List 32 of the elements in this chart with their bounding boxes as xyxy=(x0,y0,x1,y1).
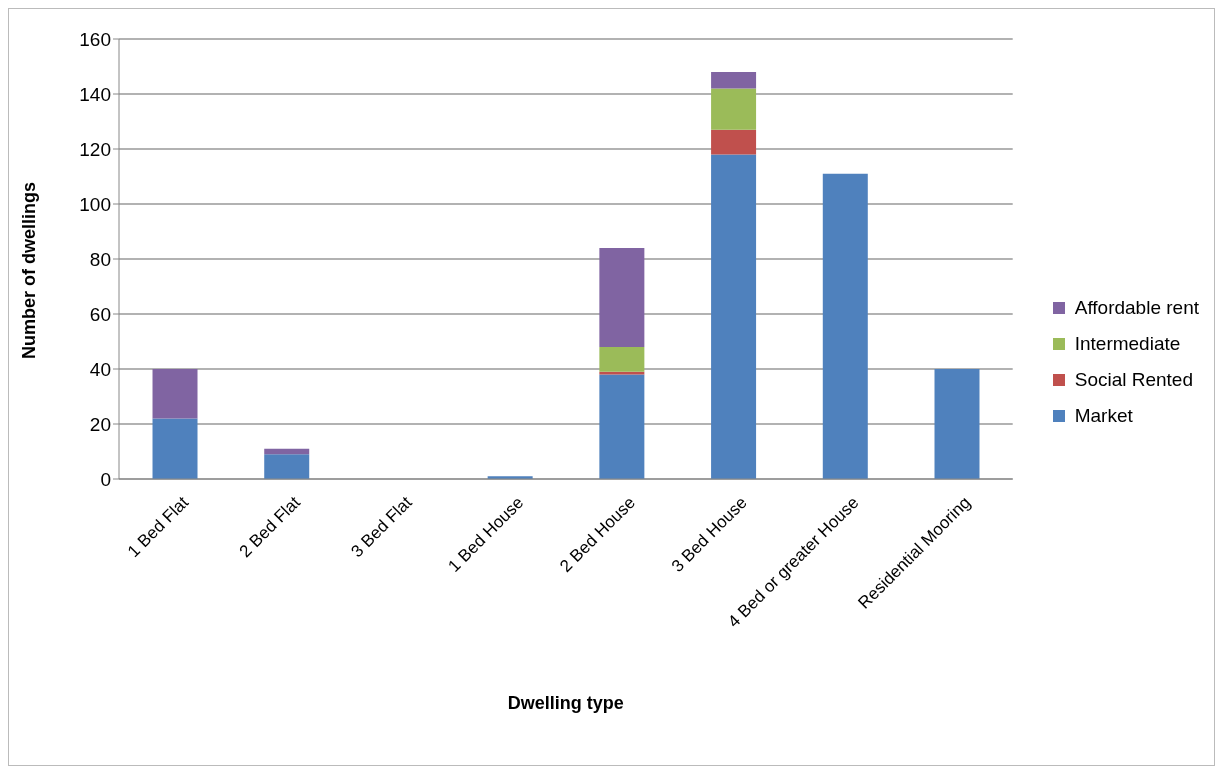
legend-label: Affordable rent xyxy=(1074,297,1199,319)
y-tick-label: 100 xyxy=(79,193,111,215)
bar xyxy=(711,129,757,155)
x-tick-label: 3 Bed Flat xyxy=(347,492,416,562)
bar xyxy=(711,72,757,89)
bar xyxy=(599,248,645,347)
bar xyxy=(599,347,645,372)
bar xyxy=(152,369,198,419)
bar xyxy=(822,173,868,479)
bar xyxy=(152,418,198,479)
y-tick-label: 60 xyxy=(89,303,111,325)
legend-label: Social Rented xyxy=(1074,369,1193,391)
bar xyxy=(711,88,757,130)
bar xyxy=(934,369,980,479)
y-tick-label: 120 xyxy=(79,138,111,160)
y-tick-label: 140 xyxy=(79,83,111,105)
bar xyxy=(264,448,310,455)
bar xyxy=(264,454,310,479)
y-axis-title: Number of dwellings xyxy=(19,181,40,359)
bar xyxy=(599,371,645,375)
bar xyxy=(711,154,757,479)
y-tick-label: 0 xyxy=(100,468,111,490)
y-tick-label: 20 xyxy=(89,413,111,435)
bar xyxy=(599,374,645,479)
legend-label: Intermediate xyxy=(1074,333,1181,355)
y-tick-label: 40 xyxy=(89,358,111,380)
legend-label: Market xyxy=(1074,405,1133,427)
x-tick-label: 2 Bed Flat xyxy=(235,492,305,562)
x-tick-label: 1 Bed Flat xyxy=(123,492,193,562)
y-tick-label: 80 xyxy=(89,248,111,270)
x-axis-title: Dwelling type xyxy=(507,693,624,713)
y-tick-label: 160 xyxy=(79,28,111,50)
